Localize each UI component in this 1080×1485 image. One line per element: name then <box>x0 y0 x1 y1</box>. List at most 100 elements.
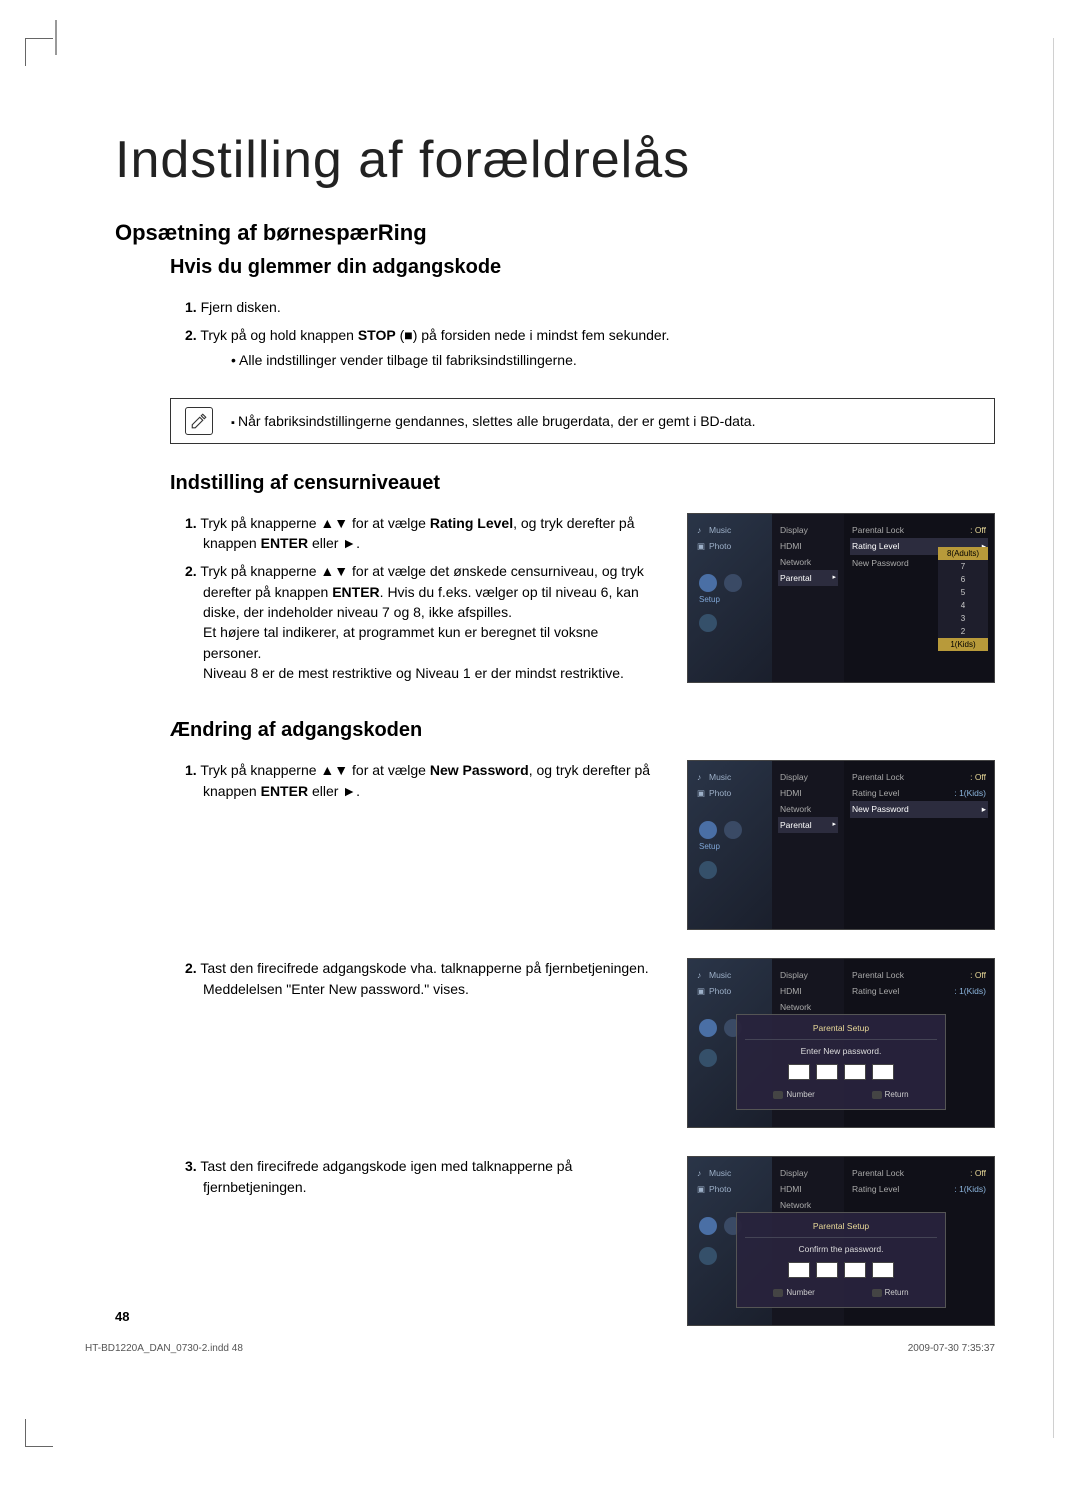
tv-screenshot-enter-pw: ♪Music ▣Photo Display HDMI Network Paren… <box>687 958 995 1128</box>
tv-mid-item: Display <box>778 1165 838 1181</box>
tv-left-item: ▣Photo <box>693 538 767 554</box>
gear-icon <box>724 821 742 839</box>
pw-box <box>788 1064 810 1080</box>
step-text: Tast den firecifrede adgangskode vha. ta… <box>200 960 648 996</box>
step-text: Tryk på og hold knappen STOP (■) på fors… <box>200 327 669 343</box>
tv-screenshot-newpw: ♪Music ▣Photo Setup Display HDMI Network… <box>687 760 995 930</box>
tv-row: Parental Lock: Off <box>850 967 988 983</box>
tv-modal-title: Parental Setup <box>745 1021 937 1040</box>
page-number: 48 <box>115 1309 129 1324</box>
tv-modal-number-btn: Number <box>771 1288 816 1297</box>
globe-icon <box>699 614 717 632</box>
globe-icon <box>699 861 717 879</box>
tv-left-item: ▣Photo <box>693 983 767 999</box>
password-input-boxes <box>745 1262 937 1278</box>
tv-dd-item: 7 <box>938 560 988 573</box>
note-pencil-icon <box>185 407 213 435</box>
tv-mid-item: HDMI <box>778 1181 838 1197</box>
tv-dd-item: 4 <box>938 599 988 612</box>
tv-mid-item: Display <box>778 769 838 785</box>
tv-mid-item: Display <box>778 967 838 983</box>
music-icon: ♪ <box>697 525 705 533</box>
tv-mid-panel: Display HDMI Network Parental <box>772 514 844 682</box>
tv-left-item: ♪Music <box>693 522 767 538</box>
tv-left-panel: ♪Music ▣Photo Setup <box>688 514 772 682</box>
subsection-title-2: Indstilling af censurniveauet <box>170 472 995 495</box>
disc-icon <box>699 1019 717 1037</box>
tv-right-panel: Parental Lock: Off Rating Level: 1(Kids)… <box>844 761 994 929</box>
step-text: Tryk på knapperne ▲▼ for at vælge det øn… <box>200 563 644 680</box>
bullet-item: Alle indstillinger vender tilbage til fa… <box>231 350 995 370</box>
tv-left-item: ♪Music <box>693 967 767 983</box>
photo-icon: ▣ <box>697 1184 705 1192</box>
pw-box <box>816 1064 838 1080</box>
tv-modal-message: Enter New password. <box>745 1046 937 1056</box>
step-item: 3. Tast den firecifrede adgangskode igen… <box>185 1156 657 1197</box>
tv-mid-item: Network <box>778 554 838 570</box>
tv-mid-item: HDMI <box>778 983 838 999</box>
tv-left-item: ♪Music <box>693 769 767 785</box>
tv-modal-number-btn: Number <box>771 1090 816 1099</box>
globe-icon <box>699 1247 717 1265</box>
pw-box <box>872 1064 894 1080</box>
steps-block-1: 1. Fjern disken. 2. Tryk på og hold knap… <box>170 297 995 370</box>
step-item: 1. Tryk på knapperne ▲▼ for at vælge New… <box>185 760 657 801</box>
tv-dd-item: 5 <box>938 586 988 599</box>
globe-icon <box>699 1049 717 1067</box>
tv-mid-item: Network <box>778 1197 838 1213</box>
tv-dd-item: 1(Kids) <box>938 638 988 651</box>
tv-row: Rating Level: 1(Kids) <box>850 785 988 801</box>
footer: HT-BD1220A_DAN_0730-2.indd 48 2009-07-30… <box>85 1343 995 1354</box>
tv-dd-item: 6 <box>938 573 988 586</box>
footer-file: HT-BD1220A_DAN_0730-2.indd 48 <box>85 1343 243 1354</box>
tv-mid-item: Network <box>778 801 838 817</box>
section-title: Opsætning af børnespærRing <box>115 220 995 246</box>
tv-screenshot-confirm-pw: ♪Music ▣Photo Display HDMI Network Paren… <box>687 1156 995 1326</box>
tv-mid-panel: Display HDMI Network Parental <box>772 761 844 929</box>
tv-row: Rating Level: 1(Kids) <box>850 1181 988 1197</box>
step-item: 2. Tryk på knapperne ▲▼ for at vælge det… <box>185 561 657 683</box>
photo-icon: ▣ <box>697 541 705 549</box>
note-box: Når fabriksindstillingerne gendannes, sl… <box>170 398 995 444</box>
tv-mid-item: Network <box>778 999 838 1015</box>
tv-modal-return-btn: Return <box>870 1090 911 1099</box>
step-item: 2. Tast den firecifrede adgangskode vha.… <box>185 958 657 999</box>
tv-row: Parental Lock: Off <box>850 1165 988 1181</box>
tv-modal-title: Parental Setup <box>745 1219 937 1238</box>
disc-icon <box>699 1217 717 1235</box>
photo-icon: ▣ <box>697 986 705 994</box>
pw-box <box>844 1262 866 1278</box>
subsection-title-1: Hvis du glemmer din adgangskode <box>170 256 995 279</box>
tv-mid-item-selected: Parental <box>778 570 838 586</box>
footer-datetime: 2009-07-30 7:35:37 <box>908 1343 995 1354</box>
tv-password-modal: Parental Setup Enter New password. Numbe… <box>736 1014 946 1110</box>
tv-row: Rating Level: 1(Kids) <box>850 983 988 999</box>
tv-row: Parental Lock: Off <box>850 769 988 785</box>
tv-dd-item: 3 <box>938 612 988 625</box>
password-input-boxes <box>745 1064 937 1080</box>
tv-rating-dropdown: 8(Adults) 7 6 5 4 3 2 1(Kids) <box>938 547 988 651</box>
pw-box <box>788 1262 810 1278</box>
pw-box <box>872 1262 894 1278</box>
page-main-title: Indstilling af forældrelås <box>115 130 995 190</box>
tv-mid-item-selected: Parental <box>778 817 838 833</box>
step-item: 1. Tryk på knapperne ▲▼ for at vælge Rat… <box>185 513 657 554</box>
tv-mid-item: HDMI <box>778 785 838 801</box>
gear-icon <box>724 574 742 592</box>
tv-right-panel: Parental Lock: Off Rating Level▸ New Pas… <box>844 514 994 682</box>
step-text: Tryk på knapperne ▲▼ for at vælge New Pa… <box>200 762 650 798</box>
tv-dd-item: 2 <box>938 625 988 638</box>
tv-mid-item: Display <box>778 522 838 538</box>
music-icon: ♪ <box>697 970 705 978</box>
step-item: 2. Tryk på og hold knappen STOP (■) på f… <box>185 325 995 370</box>
disc-icon <box>699 574 717 592</box>
subsection-title-3: Ændring af adgangskoden <box>170 719 995 742</box>
tv-left-panel: ♪Music ▣Photo Setup <box>688 761 772 929</box>
disc-icon <box>699 821 717 839</box>
tv-password-modal: Parental Setup Confirm the password. Num… <box>736 1212 946 1308</box>
step-text: Tast den firecifrede adgangskode igen me… <box>200 1158 572 1194</box>
pw-box <box>816 1262 838 1278</box>
step-item: 1. Fjern disken. <box>185 297 995 317</box>
crop-mark-bl <box>25 1419 53 1447</box>
tv-modal-message: Confirm the password. <box>745 1244 937 1254</box>
